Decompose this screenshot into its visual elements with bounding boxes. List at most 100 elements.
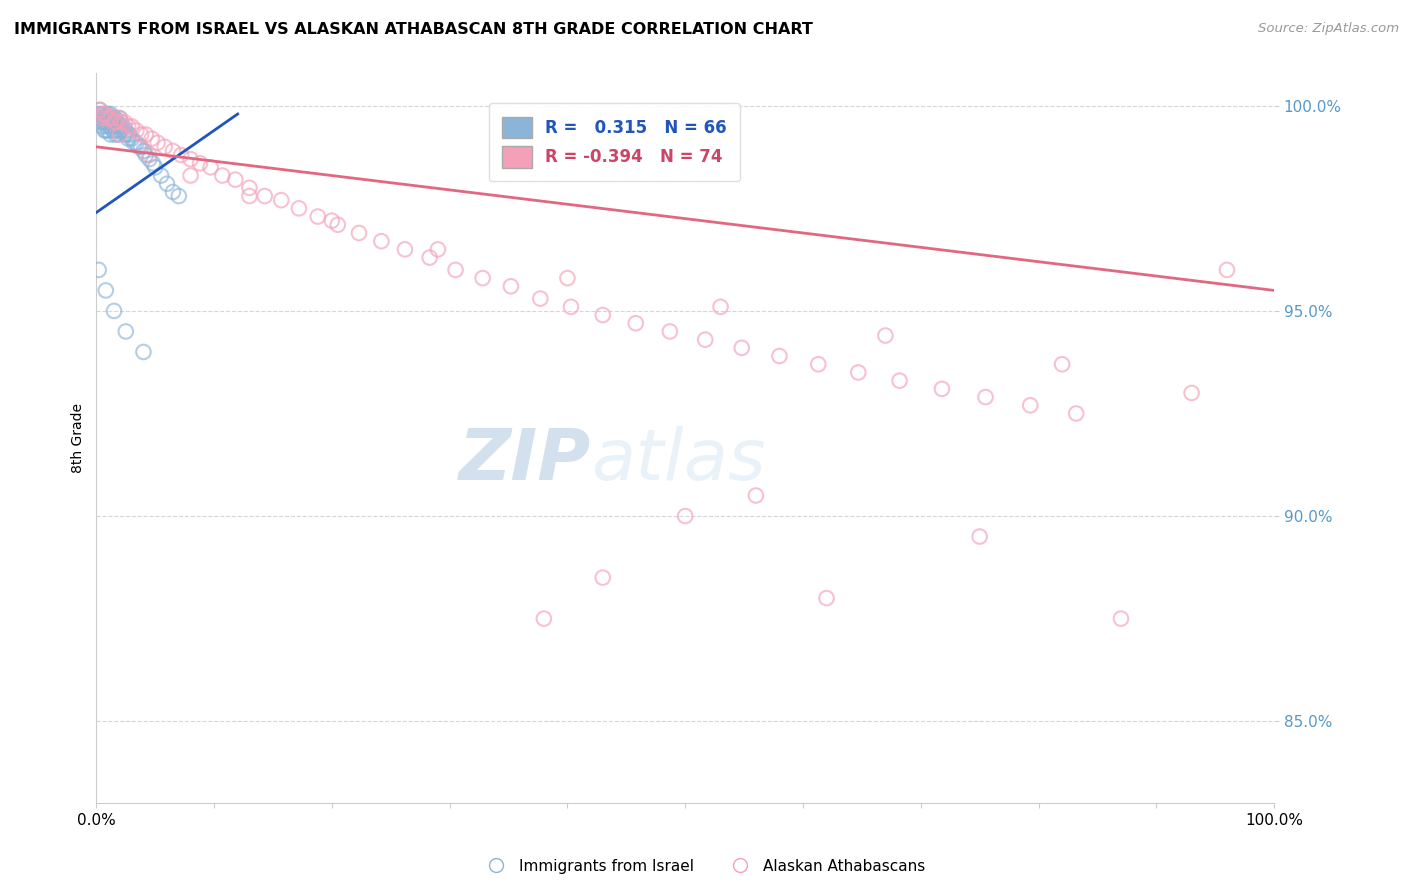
Point xyxy=(100,111,122,125)
Point xyxy=(89,103,111,117)
Point xyxy=(731,341,754,355)
Point xyxy=(138,152,160,166)
Point xyxy=(115,128,138,142)
Point xyxy=(89,111,111,125)
Point xyxy=(709,300,731,314)
Point xyxy=(592,571,614,585)
Point xyxy=(426,243,449,257)
Point xyxy=(1181,386,1204,401)
Point xyxy=(103,111,125,125)
Text: IMMIGRANTS FROM ISRAEL VS ALASKAN ATHABASCAN 8TH GRADE CORRELATION CHART: IMMIGRANTS FROM ISRAEL VS ALASKAN ATHABA… xyxy=(14,22,813,37)
Text: atlas: atlas xyxy=(591,425,766,494)
Point xyxy=(118,128,141,142)
Point xyxy=(807,357,830,371)
Point xyxy=(122,136,145,150)
Point xyxy=(100,115,122,129)
Point xyxy=(94,115,117,129)
Point xyxy=(288,202,311,216)
Point xyxy=(104,128,127,142)
Point xyxy=(253,189,276,203)
Point xyxy=(112,120,135,134)
Point xyxy=(98,120,121,134)
Point xyxy=(94,284,117,298)
Point xyxy=(129,128,152,142)
Point xyxy=(1109,612,1132,626)
Point xyxy=(238,189,260,203)
Point xyxy=(114,123,136,137)
Point xyxy=(103,115,125,129)
Point xyxy=(162,185,184,199)
Point xyxy=(846,366,869,380)
Point xyxy=(108,111,131,125)
Point xyxy=(101,123,124,137)
Point xyxy=(768,349,790,363)
Point xyxy=(326,218,349,232)
Point xyxy=(103,304,125,318)
Point xyxy=(107,128,129,142)
Point xyxy=(91,120,114,134)
Point xyxy=(108,128,131,142)
Point xyxy=(87,107,110,121)
Point xyxy=(695,333,717,347)
Point xyxy=(560,300,582,314)
Point xyxy=(114,128,136,142)
Point xyxy=(347,226,370,240)
Point xyxy=(321,213,343,227)
Point xyxy=(93,111,115,125)
Point xyxy=(97,115,120,129)
Point xyxy=(94,107,117,121)
Point xyxy=(105,123,128,137)
Point xyxy=(111,123,134,137)
Point xyxy=(110,115,132,129)
Point xyxy=(97,107,120,121)
Point xyxy=(125,123,148,137)
Point xyxy=(114,325,136,339)
Point xyxy=(132,144,155,158)
Point xyxy=(889,374,911,388)
Point xyxy=(107,120,129,134)
Point xyxy=(658,325,681,339)
Point xyxy=(200,161,222,175)
Point xyxy=(90,115,112,129)
Point xyxy=(105,115,128,129)
Point xyxy=(125,136,148,150)
Point xyxy=(370,234,392,248)
Point xyxy=(142,156,165,170)
Point xyxy=(167,189,190,203)
Point xyxy=(592,308,614,322)
Point xyxy=(100,107,122,121)
Y-axis label: 8th Grade: 8th Grade xyxy=(72,403,86,473)
Point xyxy=(673,509,696,524)
Point xyxy=(471,271,494,285)
Point xyxy=(97,123,120,137)
Point xyxy=(93,107,115,121)
Point xyxy=(135,128,157,142)
Point xyxy=(101,115,124,129)
Point xyxy=(87,263,110,277)
Legend: R =   0.315   N = 66, R = -0.394   N = 74: R = 0.315 N = 66, R = -0.394 N = 74 xyxy=(489,103,741,181)
Point xyxy=(96,111,118,125)
Point xyxy=(969,530,991,544)
Point xyxy=(238,181,260,195)
Point xyxy=(1064,407,1087,421)
Point xyxy=(815,591,838,606)
Point xyxy=(211,169,233,183)
Point xyxy=(96,120,118,134)
Point xyxy=(89,103,111,117)
Point xyxy=(1050,357,1073,371)
Point xyxy=(138,148,160,162)
Point xyxy=(117,120,139,134)
Point xyxy=(129,140,152,154)
Point xyxy=(90,107,112,121)
Point xyxy=(150,169,173,183)
Point xyxy=(153,140,176,154)
Point xyxy=(146,136,169,150)
Point xyxy=(162,144,184,158)
Point xyxy=(419,251,441,265)
Point xyxy=(128,140,150,154)
Point xyxy=(143,161,166,175)
Point xyxy=(624,316,647,330)
Point xyxy=(105,115,128,129)
Point xyxy=(188,156,211,170)
Point xyxy=(307,210,329,224)
